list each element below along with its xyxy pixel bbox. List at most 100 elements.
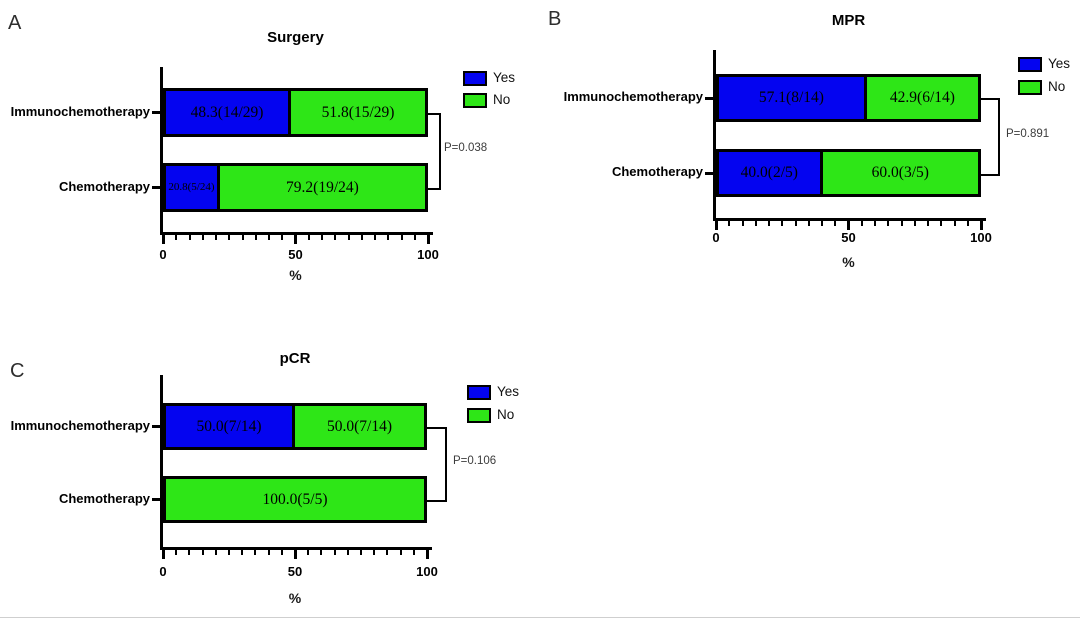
x-minor-tick [754,221,757,226]
x-minor-tick [768,221,770,226]
x-minor-tick [188,235,191,240]
x-minor-tick [953,221,956,226]
bar-row: 20.8(5/24) 79.2(19/24) [163,163,428,212]
x-tick-label: 100 [970,230,992,245]
bar-segment-label: 57.1(8/14) [758,89,824,107]
x-minor-tick [281,235,284,240]
x-minor-tick [280,550,283,555]
bar-segment-no: 42.9(6/14) [866,77,978,119]
legend-swatch-no [463,93,487,108]
bar-segment-no: 60.0(3/5) [822,152,978,194]
x-major-tick [294,235,297,244]
x-major-tick [293,550,297,559]
legend-label-yes: Yes [1048,56,1071,71]
category-label: Chemotherapy [611,164,703,179]
x-axis [160,232,433,235]
chart-title: Surgery [267,29,324,46]
bar-segment-no: 100.0(5/5) [166,479,424,520]
x-major-tick [425,550,429,559]
bar-row: 57.1(8/14) 42.9(6/14) [716,74,981,122]
x-minor-tick [307,235,310,240]
y-axis [713,50,716,221]
y-axis [160,375,163,550]
category-tick [705,171,714,175]
x-minor-tick [254,235,257,240]
legend-swatch-yes [467,385,491,400]
bar-segment-yes: 50.0(7/14) [166,406,295,447]
legend-swatch-yes [463,71,487,86]
legend-swatch-no [1018,80,1042,95]
bar-segment-yes: 48.3(14/29) [166,91,292,134]
x-tick-label: 0 [159,564,167,579]
x-major-tick [161,235,165,244]
x-minor-tick [860,221,863,226]
legend-label-no: No [497,407,515,422]
significance-bracket [981,98,1000,176]
category-label: Chemotherapy [58,490,150,506]
legend-label-no: No [1048,79,1066,94]
x-minor-tick [900,221,903,226]
bar-segment-label: 51.8(15/29) [321,103,395,121]
category-tick [152,498,161,501]
x-minor-tick [201,235,204,240]
x-tick-label: 50 [288,247,303,262]
bar-segment-label: 50.0(7/14) [326,417,392,435]
x-minor-tick [175,235,178,240]
x-minor-tick [834,221,837,226]
x-minor-tick [346,550,349,555]
x-minor-tick [228,550,230,555]
panel-label: C [10,360,25,382]
bar-segment-label: 50.0(7/14) [196,417,262,435]
x-minor-tick [307,550,310,555]
x-minor-tick [347,235,350,240]
x-minor-tick [821,221,823,226]
x-minor-tick [254,550,257,555]
legend-label-no: No [493,92,511,107]
bar-segment-label: 20.8(5/24) [168,181,215,193]
x-minor-tick [412,550,415,555]
bar-segment-no: 50.0(7/14) [295,406,424,447]
category-label: Immunochemotherapy [563,89,703,104]
x-axis [160,547,432,550]
bar-segment-no: 79.2(19/24) [219,166,425,209]
legend-label-yes: Yes [497,384,520,399]
x-minor-tick [268,235,270,240]
x-major-tick [161,550,165,559]
x-minor-tick [241,235,244,240]
x-minor-tick [241,550,244,555]
x-minor-tick [728,221,731,226]
x-axis-label: % [842,254,855,270]
bar-segment-label: 60.0(3/5) [871,164,929,182]
x-minor-tick [267,550,270,555]
bar-segment-label: 48.3(14/29) [190,103,264,121]
x-minor-tick [874,221,876,226]
significance-bracket [428,112,441,190]
category-label: Immunochemotherapy [10,103,150,119]
x-minor-tick [333,550,336,555]
bar-row: 50.0(7/14) 50.0(7/14) [163,403,427,450]
x-minor-tick [373,550,376,555]
category-label: Chemotherapy [58,178,150,194]
x-axis-label: % [289,267,302,283]
x-minor-tick [214,550,217,555]
x-minor-tick [913,221,916,226]
bar-row: 100.0(5/5) [163,476,427,523]
x-tick-label: 50 [287,564,303,579]
bar-segment-label: 100.0(5/5) [262,490,328,508]
category-label: Immunochemotherapy [10,417,150,433]
x-minor-tick [927,221,929,226]
x-minor-tick [399,550,402,555]
x-tick-label: 0 [159,247,167,262]
x-minor-tick [321,235,323,240]
x-axis [713,218,986,221]
bar-segment-yes: 20.8(5/24) [166,166,220,209]
category-tick [152,425,161,428]
x-minor-tick [386,550,389,555]
x-minor-tick [887,221,890,226]
p-value-label: P=0.038 [444,142,488,154]
category-tick [152,111,161,114]
x-minor-tick [334,235,337,240]
x-minor-tick [794,221,797,226]
